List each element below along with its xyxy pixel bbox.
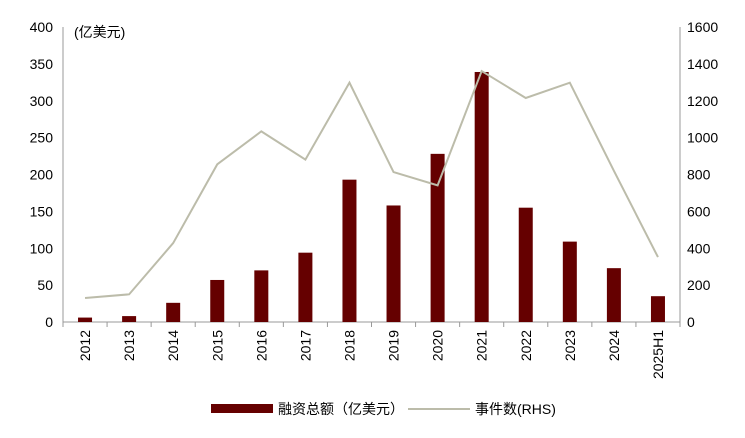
y-left-tick-label: 250 [30,130,54,146]
bar-2014 [166,303,180,322]
x-tick-label: 2025H1 [650,330,666,379]
bar-2013 [122,316,136,322]
x-tick-label: 2018 [341,330,357,361]
y-left-tick-label: 0 [45,314,53,330]
legend: 融资总额（亿美元） 事件数(RHS) [211,401,556,417]
y-right-tick-label: 800 [687,167,711,183]
y-right-tick-label: 1600 [687,19,718,35]
x-tick-label: 2020 [430,330,446,361]
x-tick-label: 2021 [474,330,490,361]
bar-2012 [78,318,92,322]
y-left-tick-label: 100 [30,240,54,256]
bar-2021 [475,72,489,322]
bar-2016 [254,270,268,322]
y-left-tick-label: 50 [37,277,53,293]
y-left-tick-label: 200 [30,167,54,183]
y-left-tick-label: 300 [30,93,54,109]
y-right-tick-label: 600 [687,203,711,219]
y-left-tick-label: 150 [30,203,54,219]
bar-2017 [298,253,312,322]
legend-bar-swatch [211,404,273,413]
x-tick-label: 2024 [606,330,622,361]
bar-2019 [387,205,401,322]
bar-2024 [607,268,621,322]
unit-label: (亿美元) [74,24,125,40]
bar-2023 [563,242,577,322]
y-right-tick-label: 0 [687,314,695,330]
y-left-tick-label: 400 [30,19,54,35]
x-tick-label: 2019 [386,330,402,361]
bar-2022 [519,208,533,322]
x-tick-label: 2015 [209,330,225,361]
bar-2018 [342,180,356,322]
x-tick-label: 2012 [77,330,93,361]
x-tick-label: 2014 [165,330,181,361]
y-left-tick-label: 350 [30,56,54,72]
x-tick-label: 2022 [518,330,534,361]
x-tick-label: 2023 [562,330,578,361]
y-right-tick-label: 400 [687,240,711,256]
x-tick-label: 2016 [253,330,269,361]
bar-2020 [431,154,445,322]
legend-line-label: 事件数(RHS) [475,401,556,417]
x-tick-label: 2017 [297,330,313,361]
y-right-tick-label: 1400 [687,56,718,72]
y-right-tick-label: 1000 [687,130,718,146]
y-right-tick-label: 200 [687,277,711,293]
bar-2015 [210,280,224,322]
x-tick-label: 2013 [121,330,137,361]
legend-bar-label: 融资总额（亿美元） [278,401,404,417]
bar-2025H1 [651,296,665,322]
y-right-tick-label: 1200 [687,93,718,109]
